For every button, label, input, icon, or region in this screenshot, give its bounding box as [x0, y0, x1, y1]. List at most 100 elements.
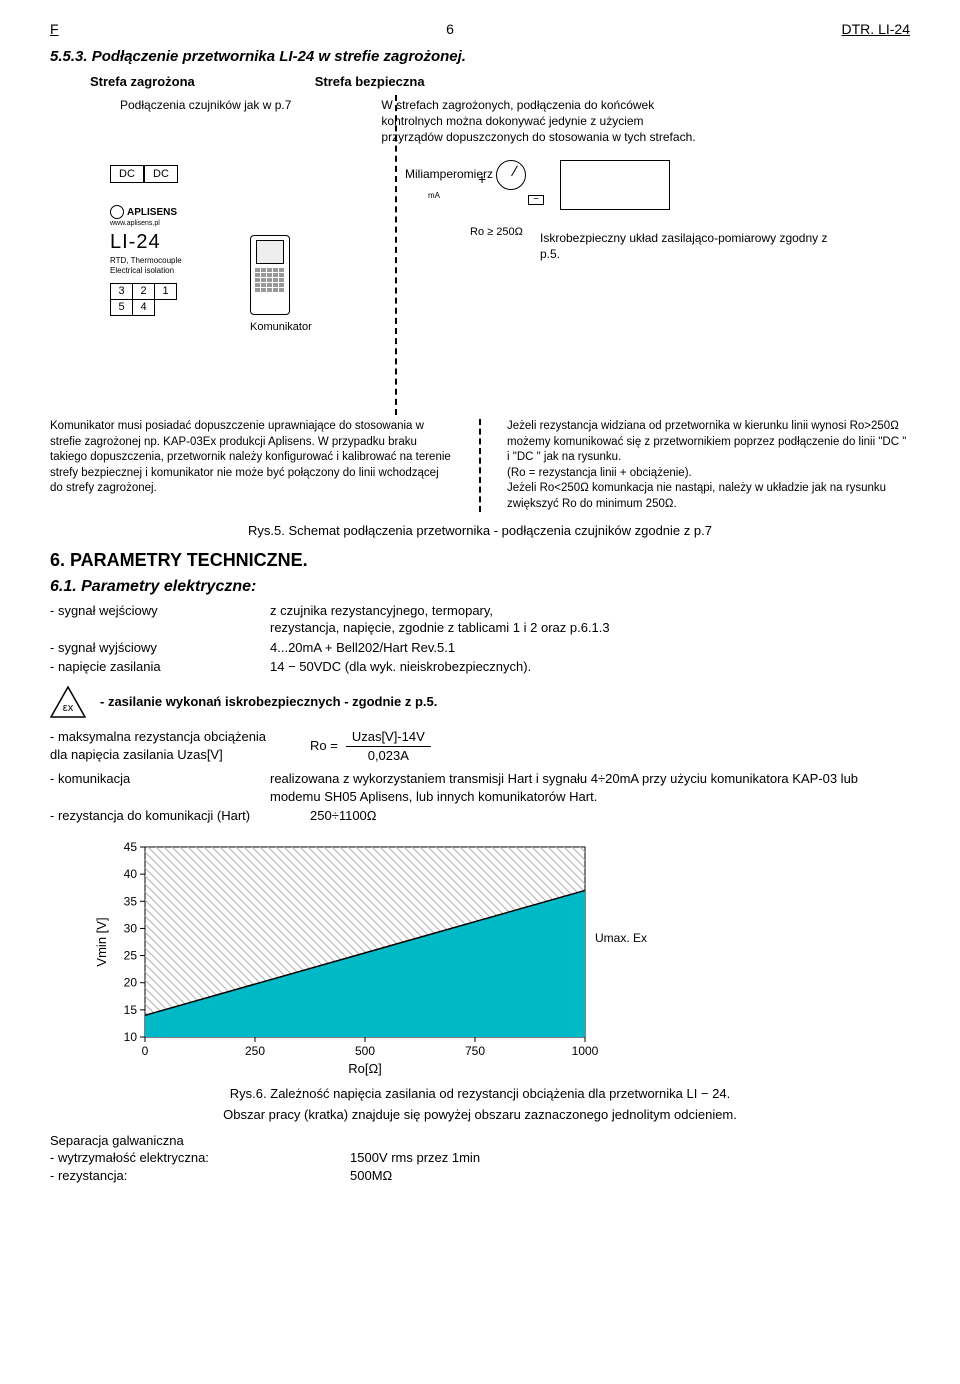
svg-text:40: 40 [124, 867, 138, 881]
terminal-cell: 4 [133, 300, 155, 316]
param-value: 250÷1100Ω [310, 807, 910, 825]
terminal-cell: 3 [111, 284, 133, 300]
ex-triangle-icon: εx [50, 686, 86, 718]
svg-text:25: 25 [124, 948, 138, 962]
param-row: - napięcie zasilania 14 − 50VDC (dla wyk… [50, 658, 910, 676]
vmin-ro-chart: 10 15 20 25 30 35 40 45 0 250 500 750 1000 Vmin [V] Ro… [90, 837, 670, 1077]
param-value: z czujnika rezystancyjnego, termopary, r… [270, 602, 910, 637]
param-row: - sygnał wyjściowy 4...20mA + Bell202/Ha… [50, 639, 910, 657]
svg-text:35: 35 [124, 894, 138, 908]
param-label: - rezystancja do komunikacji (Hart) [50, 807, 310, 825]
svg-text:0: 0 [142, 1044, 149, 1058]
logo-circle-icon [110, 205, 124, 219]
param-row: - rezystancja do komunikacji (Hart) 250÷… [50, 807, 910, 825]
svg-text:15: 15 [124, 1003, 138, 1017]
sep-value: 1500V rms przez 1min [350, 1149, 480, 1167]
svg-text:45: 45 [124, 840, 138, 854]
sep-title: Separacja galwaniczna [50, 1132, 910, 1150]
svg-text:500: 500 [355, 1044, 375, 1058]
param-label: - sygnał wejściowy [50, 602, 270, 637]
sub-right: W strefach zagrożonych, podłączenia do k… [381, 97, 701, 146]
terminals: 3 2 1 5 4 [110, 283, 177, 316]
communicator-screen [256, 240, 284, 264]
plus-label: + [478, 170, 486, 189]
col-divider [479, 419, 481, 512]
zone-divider [395, 95, 397, 415]
iskro-text: Iskrobezpieczny układ zasilająco-pomiaro… [540, 230, 830, 262]
header-right: DTR. LI-24 [842, 20, 910, 39]
param-list: - sygnał wejściowy z czujnika rezystancy… [50, 602, 910, 676]
svg-text:Ro[Ω]: Ro[Ω] [348, 1061, 382, 1076]
ma-label: mA [428, 191, 440, 202]
param-label: - sygnał wyjściowy [50, 639, 270, 657]
section-553-title: 5.5.3. Podłączenie przetwornika LI-24 w … [50, 47, 910, 67]
svg-text:εx: εx [63, 702, 74, 714]
model-sub2: Electrical isolation [110, 266, 230, 277]
ex-row: εx - zasilanie wykonań iskrobezpiecznych… [50, 686, 910, 718]
li-block: APLISENS www.aplisens.pl LI-24 RTD, Ther… [110, 205, 230, 277]
model-sub1: RTD, Thermocouple [110, 256, 230, 267]
svg-text:30: 30 [124, 921, 138, 935]
param-value: 4...20mA + Bell202/Hart Rev.5.1 [270, 639, 910, 657]
section-61-title: 6.1. Parametry elektryczne: [50, 576, 910, 598]
col-right: Jeżeli rezystancja widziana od przetworn… [507, 419, 910, 512]
sep-label: - wytrzymałość elektryczna: [50, 1149, 350, 1167]
chart-note: Obszar pracy (kratka) znajduje się powyż… [50, 1106, 910, 1124]
svg-text:250: 250 [245, 1044, 265, 1058]
col-left: Komunikator musi posiadać dopuszczenie u… [50, 419, 453, 512]
zone-right: Strefa bezpieczna [315, 73, 425, 91]
brand: APLISENS [127, 206, 177, 220]
zone-left: Strefa zagrożona [90, 73, 195, 91]
svg-text:Umax. Ex: Umax. Ex [595, 931, 647, 945]
svg-text:Vmin [V]: Vmin [V] [94, 917, 109, 966]
chart-area: 10 15 20 25 30 35 40 45 0 250 500 750 1000 Vmin [V] Ro… [50, 837, 910, 1077]
terminal-cell: 5 [111, 300, 133, 316]
ro-label: Ro ≥ 250Ω [470, 225, 523, 240]
communicator-label: Komunikator [250, 320, 312, 335]
sep-label: - rezystancja: [50, 1167, 350, 1185]
svg-text:1000: 1000 [572, 1044, 599, 1058]
terminal-cell: 2 [133, 284, 155, 300]
ro-eq: Ro = [310, 737, 338, 755]
ex-note: - zasilanie wykonań iskrobezpiecznych - … [100, 693, 437, 711]
param-label: - komunikacja [50, 770, 270, 805]
terminal-cell: 1 [155, 284, 177, 300]
param-value: realizowana z wykorzystaniem transmisji … [270, 770, 910, 805]
dc-box-2: DC [144, 165, 178, 183]
sep-row: - wytrzymałość elektryczna: 1500V rms pr… [50, 1149, 910, 1167]
two-col-notes: Komunikator musi posiadać dopuszczenie u… [50, 419, 910, 512]
svg-text:10: 10 [124, 1030, 138, 1044]
header-left: F [50, 20, 59, 39]
aplisens-logo: APLISENS [110, 205, 230, 219]
dc-boxes: DC DC [110, 165, 178, 183]
param-row: - sygnał wejściowy z czujnika rezystancy… [50, 602, 910, 637]
meter-gauge-icon [496, 160, 526, 190]
param-row: - komunikacja realizowana z wykorzystani… [50, 770, 910, 805]
meter-label: Miliamperomierz [405, 160, 526, 190]
terminal-cell-empty [155, 300, 177, 316]
max-res-label: - maksymalna rezystancja obciążenia dla … [50, 728, 310, 763]
frac-num: Uzas[V]-14V [346, 728, 431, 747]
frac-den: 0,023A [346, 747, 431, 765]
minus-box: − [528, 195, 544, 205]
fraction: Uzas[V]-14V 0,023A [346, 728, 431, 764]
model: LI-24 [110, 229, 230, 256]
sep-value: 500MΩ [350, 1167, 392, 1185]
svg-text:20: 20 [124, 975, 138, 989]
sub-left: Podłączenia czujników jak w p.7 [120, 97, 291, 146]
supply-rect [560, 160, 670, 210]
svg-text:750: 750 [465, 1044, 485, 1058]
section-6-title: 6. PARAMETRY TECHNICZNE. [50, 548, 910, 572]
dc-box-1: DC [110, 165, 144, 183]
header-center: 6 [446, 20, 454, 39]
fig6-caption: Rys.6. Zależność napięcia zasilania od r… [50, 1085, 910, 1103]
sep-row: - rezystancja: 500MΩ [50, 1167, 910, 1185]
page-header: F 6 DTR. LI-24 [50, 20, 910, 39]
brand-url: www.aplisens.pl [110, 219, 230, 228]
zone-subrow: Podłączenia czujników jak w p.7 W strefa… [50, 97, 910, 146]
separation-block: Separacja galwaniczna - wytrzymałość ele… [50, 1132, 910, 1185]
param-value: 14 − 50VDC (dla wyk. nieiskrobezpiecznyc… [270, 658, 910, 676]
formula-row: - maksymalna rezystancja obciążenia dla … [50, 728, 910, 764]
diagram-area: DC DC APLISENS www.aplisens.pl LI-24 RTD… [50, 155, 910, 415]
param-label: - napięcie zasilania [50, 658, 270, 676]
